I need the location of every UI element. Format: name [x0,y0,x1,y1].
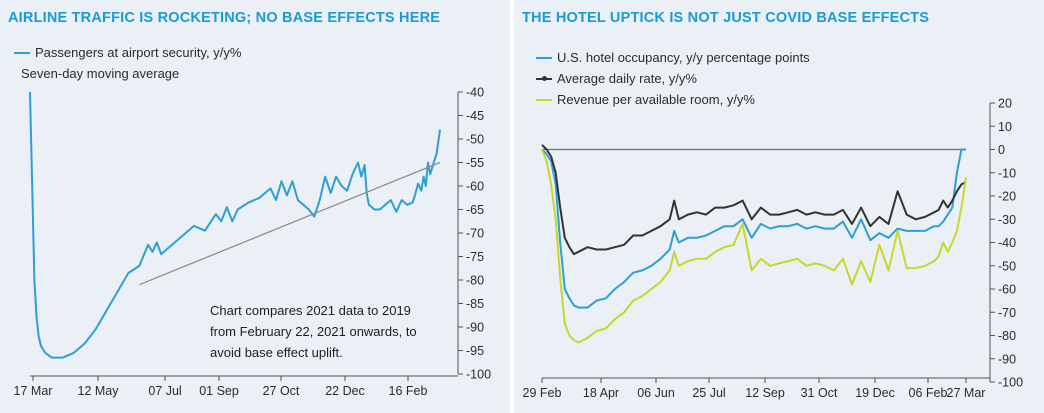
airline-y-tick-label: -40 [466,86,484,100]
legend-swatch-passengers [14,51,30,54]
hotel-chart-legend: U.S. hotel occupancy, y/y percentage poi… [536,47,810,110]
hotel-x-tick-label: 29 Feb [523,386,562,400]
legend-item-occupancy: U.S. hotel occupancy, y/y percentage poi… [536,47,810,68]
hotel-y-tick-label: -100 [998,376,1023,390]
hotel-y-tick-label: -80 [998,329,1016,343]
hotel-y-tick-label: -50 [998,259,1016,273]
airline-y-tick-label: -50 [466,133,484,147]
legend-swatch-revpar [536,98,552,101]
hotel-y-tick-label: -40 [998,236,1016,250]
hotel-series-revenue-per-available-room-y-y [541,149,967,344]
airline-chart-plot: -40 -45 -50 -55 -60 -65 -70 -75 -80 -85 -90 -95 -100… [14,86,492,399]
hotel-y-tick-label: 0 [998,143,1005,157]
airline-y-tick-label: -85 [466,297,484,311]
legend-label-passengers: Passengers at airport security, y/y% [35,45,242,60]
airline-x-tick-label: 07 Jul [148,384,181,398]
hotel-y-tick-label: 20 [998,97,1012,111]
hotel-x-tick-label: 12 Sep [745,386,785,400]
chart-note-line-2: from February 22, 2021 onwards, to [210,324,417,339]
airline-y-tick-label: -100 [466,368,491,382]
hotel-x-tick-label: 18 Apr [583,386,619,400]
legend-item-passengers: Passengers at airport security, y/y% [14,42,241,63]
airline-y-tick-label: -60 [466,180,484,194]
legend-label-moving-average: Seven-day moving average [21,66,180,81]
hotel-series-average-daily-rate-y-y [541,144,967,256]
hotel-x-tick-label: 25 Jul [692,386,725,400]
legend-item-revpar: Revenue per available room, y/y% [536,89,810,110]
chart-note-line-3: avoid base effect uplift. [210,345,343,360]
hotel-x-tick-label: 27 Mar [947,386,986,400]
airline-chart-legend: Passengers at airport security, y/y% Sev… [14,42,241,84]
hotel-x-tick-label: 06 Jun [637,386,675,400]
hotel-y-tick-label: -70 [998,306,1016,320]
airline-x-tick-label: 27 Oct [263,384,300,398]
hotel-x-tick-label: 06 Feb [909,386,948,400]
airline-x-tick-label: 22 Dec [325,384,365,398]
legend-label-occupancy: U.S. hotel occupancy, y/y percentage poi… [557,50,810,65]
airline-x-tick-label: 01 Sep [199,384,239,398]
hotel-chart-plot: 20 10 0 -10 -20 -30 -40 -50 -60 -70 -80 -90 -100 29 F… [523,97,1024,401]
airline-y-tick-label: -70 [466,227,484,241]
hotel-chart-panel: THE HOTEL UPTICK IS NOT JUST COVID BASE … [514,0,1044,413]
legend-item-moving-average: Seven-day moving average [14,63,241,84]
legend-item-daily-rate: Average daily rate, y/y% [536,68,810,89]
hotel-y-tick-label: -30 [998,213,1016,227]
chart-note: Chart compares 2021 data to 2019 from Fe… [210,300,417,363]
hotel-y-tick-label: -90 [998,352,1016,366]
hotel-x-tick-label: 19 Dec [855,386,895,400]
hotel-x-tick-label: 31 Oct [801,386,838,400]
hotel-y-tick-label: -60 [998,283,1016,297]
airline-y-tick-label: -80 [466,274,484,288]
airline-y-tick-label: -75 [466,250,484,264]
airline-y-tick-label: -55 [466,156,484,170]
airline-y-tick-label: -65 [466,203,484,217]
airline-chart-panel: AIRLINE TRAFFIC IS ROCKETING; NO BASE EF… [0,0,510,413]
chart-note-line-1: Chart compares 2021 data to 2019 [210,303,411,318]
hotel-y-tick-label: -10 [998,166,1016,180]
legend-label-revpar: Revenue per available room, y/y% [557,92,755,107]
hotel-chart-title: THE HOTEL UPTICK IS NOT JUST COVID BASE … [522,10,930,26]
airline-y-tick-label: -90 [466,321,484,335]
hotel-y-tick-label: 10 [998,120,1012,134]
airline-series-trend-line [139,161,441,286]
airline-y-tick-label: -45 [466,109,484,123]
airline-x-tick-label: 16 Feb [389,384,428,398]
legend-swatch-daily-rate [536,75,552,81]
airline-series-passengers-at-airport-security-y-y [29,91,441,359]
hotel-series-u-s-hotel-occupancy-y-y-percentage-points [541,148,966,309]
legend-swatch-occupancy [536,56,552,59]
airline-y-tick-label: -95 [466,344,484,358]
airline-x-tick-label: 12 May [78,384,120,398]
airline-chart-title: AIRLINE TRAFFIC IS ROCKETING; NO BASE EF… [8,10,441,26]
hotel-y-tick-label: -20 [998,190,1016,204]
airline-x-tick-label: 17 Mar [14,384,53,398]
legend-label-daily-rate: Average daily rate, y/y% [557,71,697,86]
